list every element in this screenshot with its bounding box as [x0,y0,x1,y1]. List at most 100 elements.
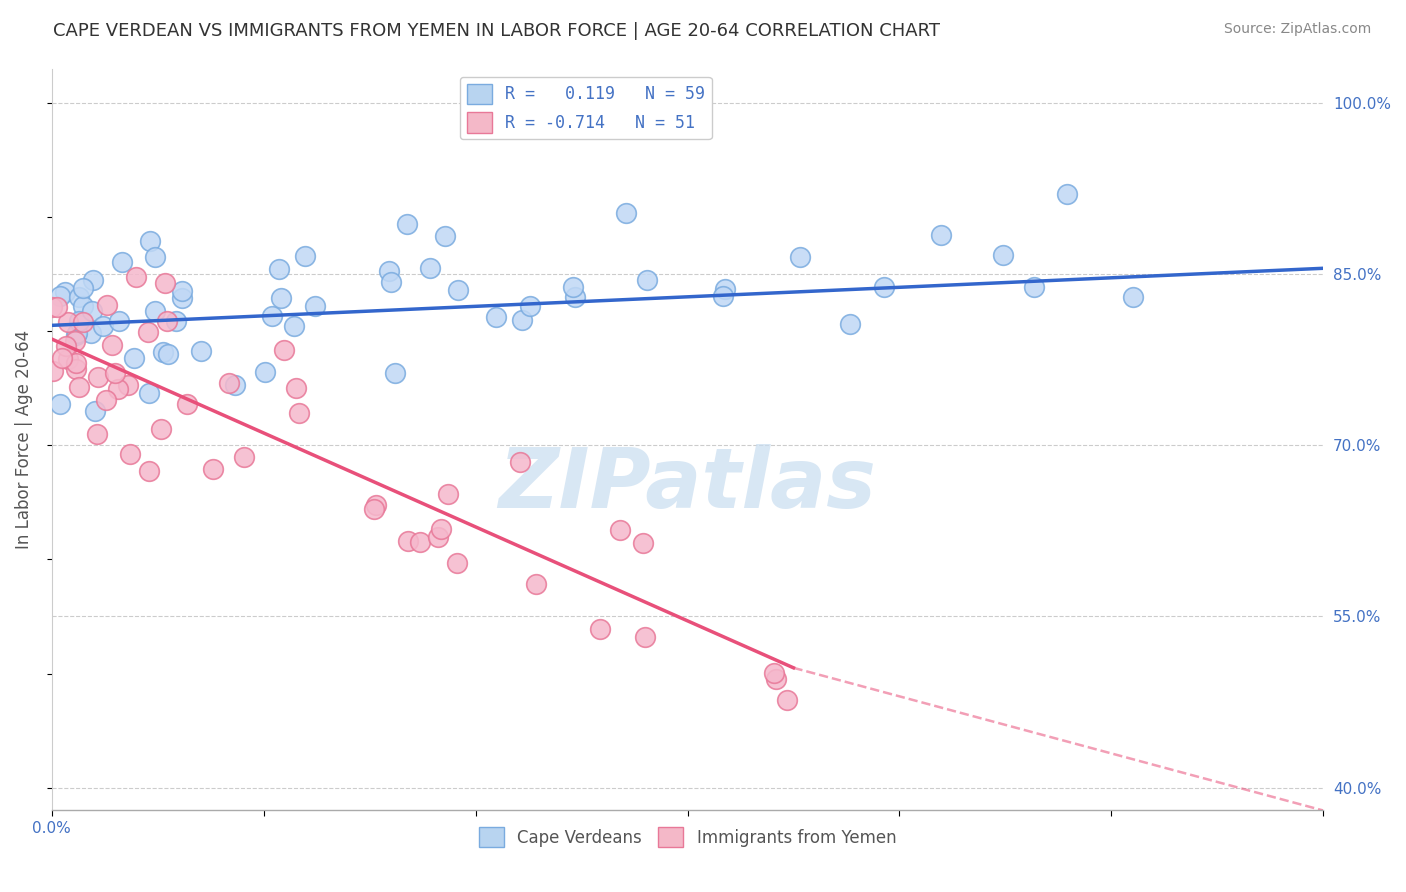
Point [418,260,440,275]
Point [124,270,146,285]
Legend: Cape Verdeans, Immigrants from Yemen: Cape Verdeans, Immigrants from Yemen [472,821,903,855]
Point [564,290,586,304]
Point [157,347,180,361]
Point [232,450,254,464]
Y-axis label: In Labor Force | Age 20-64: In Labor Force | Age 20-64 [15,330,32,549]
Point [172,291,194,305]
Point [433,228,456,243]
Point [107,382,129,396]
Point [776,693,799,707]
Text: ZIPatlas: ZIPatlas [499,443,876,524]
Point [588,622,610,636]
Point [378,264,401,278]
Point [636,273,658,287]
Point [288,406,311,420]
Point [380,275,402,289]
Point [82,304,104,318]
Point [509,455,531,469]
Point [839,317,862,331]
Point [83,404,105,418]
Point [53,285,76,299]
Point [789,250,811,264]
Point [614,206,637,220]
Point [48,289,70,303]
Point [91,318,114,333]
Point [101,338,124,352]
Text: CAPE VERDEAN VS IMMIGRANTS FROM YEMEN IN LABOR FORCE | AGE 20-64 CORRELATION CHA: CAPE VERDEAN VS IMMIGRANTS FROM YEMEN IN… [53,22,941,40]
Point [176,397,198,411]
Point [190,343,212,358]
Point [65,361,87,376]
Point [409,535,432,549]
Point [65,328,87,343]
Point [524,577,547,591]
Point [149,422,172,436]
Point [446,557,468,571]
Point [69,314,91,328]
Point [711,289,734,303]
Point [873,279,896,293]
Point [72,299,94,313]
Text: Source: ZipAtlas.com: Source: ZipAtlas.com [1223,22,1371,37]
Point [1024,279,1046,293]
Point [396,534,419,549]
Point [1122,289,1144,303]
Point [762,665,785,680]
Point [269,261,291,276]
Point [165,314,187,328]
Point [294,249,316,263]
Point [273,343,295,357]
Point [519,299,541,313]
Point [51,351,73,366]
Point [67,290,90,304]
Point [437,487,460,501]
Point [65,334,87,348]
Point [384,366,406,380]
Point [138,385,160,400]
Point [283,318,305,333]
Point [145,250,167,264]
Point [634,630,657,644]
Point [139,234,162,248]
Point [80,326,103,340]
Point [633,536,655,550]
Point [765,672,787,686]
Point [108,314,131,328]
Point [118,447,141,461]
Point [66,326,89,340]
Point [96,298,118,312]
Point [447,283,470,297]
Point [41,300,63,314]
Point [224,377,246,392]
Point [46,300,69,314]
Point [56,315,79,329]
Point [170,285,193,299]
Point [58,352,80,367]
Point [260,309,283,323]
Point [366,499,388,513]
Point [396,218,419,232]
Point [202,462,225,476]
Point [284,381,307,395]
Point [1056,186,1078,201]
Point [155,276,177,290]
Point [138,464,160,478]
Point [136,325,159,339]
Point [111,254,134,268]
Point [363,502,385,516]
Point [87,370,110,384]
Point [609,523,631,537]
Point [72,315,94,329]
Point [67,380,90,394]
Point [143,304,166,318]
Point [929,228,952,243]
Point [82,273,104,287]
Point [94,393,117,408]
Point [427,530,450,544]
Point [561,280,583,294]
Point [993,248,1015,262]
Point [253,365,276,379]
Point [270,291,292,305]
Point [485,310,508,324]
Point [72,280,94,294]
